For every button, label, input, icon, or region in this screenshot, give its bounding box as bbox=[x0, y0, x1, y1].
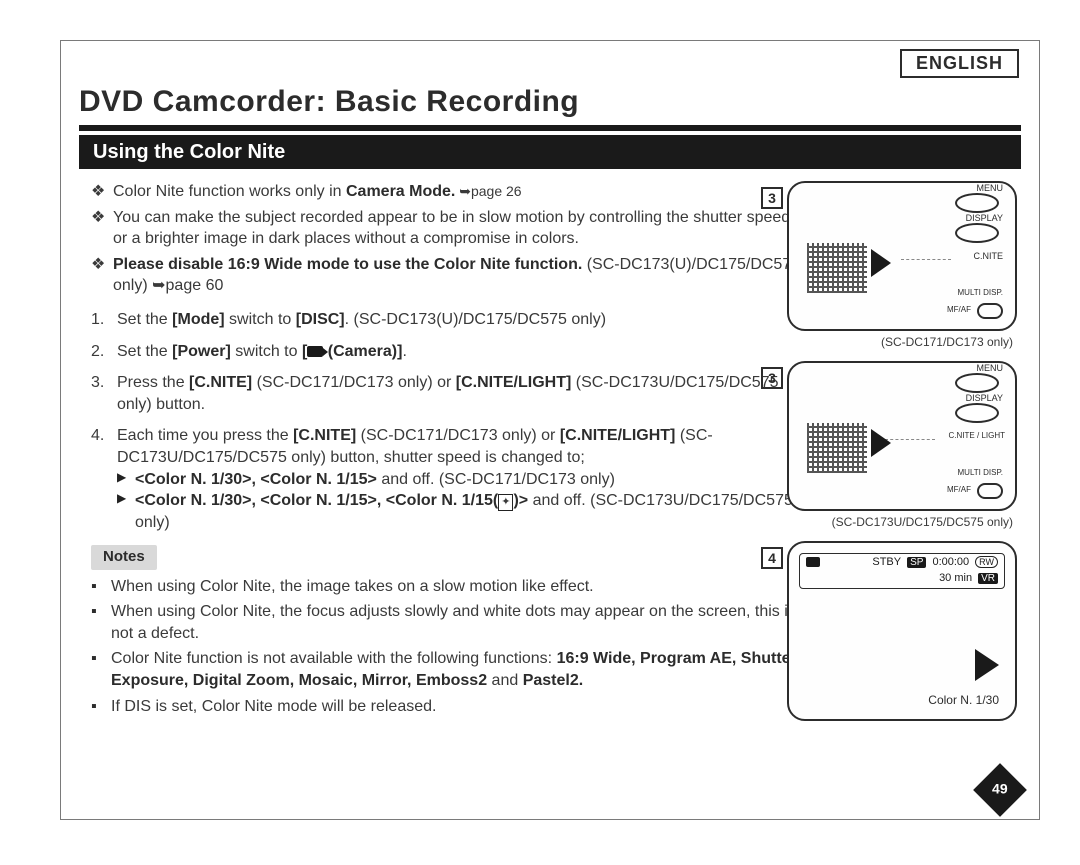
b: [C.NITE] bbox=[293, 427, 356, 444]
step: 1. Set the [Mode] switch to [DISC]. (SC-… bbox=[91, 309, 811, 331]
display-button bbox=[955, 223, 999, 243]
intro-list: Color Nite function works only in Camera… bbox=[91, 181, 811, 297]
t: Set the bbox=[117, 311, 172, 328]
t: . bbox=[402, 343, 406, 360]
battery-icon bbox=[806, 557, 820, 567]
label: MULTI DISP. bbox=[958, 288, 1004, 297]
section-heading: Using the Color Nite bbox=[79, 135, 1021, 169]
vr-badge: VR bbox=[978, 573, 998, 584]
b: [Power] bbox=[172, 343, 231, 360]
t: switch to bbox=[225, 311, 296, 328]
page-number-badge: 49 bbox=[973, 763, 1027, 817]
note-item: If DIS is set, Color Nite mode will be r… bbox=[91, 696, 811, 718]
camera-icon bbox=[307, 346, 323, 357]
display-button bbox=[955, 403, 999, 423]
screen-footer: Color N. 1/30 bbox=[928, 693, 999, 707]
content-column: Color Nite function works only in Camera… bbox=[91, 181, 811, 729]
step: 4. Each time you press the [C.NITE] (SC-… bbox=[91, 425, 811, 533]
language-box: ENGLISH bbox=[900, 49, 1019, 78]
figure-number: 3 bbox=[761, 187, 783, 209]
button-diagram-2: 3 MENU DISPLAY C.NITE / LIGHT MULTI DISP… bbox=[787, 361, 1017, 511]
label: MENU bbox=[977, 183, 1004, 193]
label: DISPLAY bbox=[966, 213, 1003, 223]
label: C.NITE / LIGHT bbox=[949, 431, 1005, 440]
t: Each time you press the bbox=[117, 427, 293, 444]
figure-caption: (SC-DC173U/DC175/DC575 only) bbox=[787, 515, 1017, 529]
intro-item: Color Nite function works only in Camera… bbox=[91, 181, 811, 203]
intro-item: You can make the subject recorded appear… bbox=[91, 207, 811, 250]
title-rule bbox=[79, 125, 1021, 131]
label: C.NITE bbox=[973, 251, 1003, 261]
figures-column: 3 MENU DISPLAY C.NITE MULTI DISP. MF/AF … bbox=[787, 181, 1017, 721]
light-icon: ✦ bbox=[498, 494, 513, 511]
step: 2. Set the [Power] switch to [ (Camera)]… bbox=[91, 341, 811, 363]
b: [Mode] bbox=[172, 311, 224, 328]
label: DISPLAY bbox=[966, 393, 1003, 403]
note-item: When using Color Nite, the image takes o… bbox=[91, 576, 811, 598]
t: . (SC-DC173(U)/DC175/DC575 only) bbox=[345, 311, 606, 328]
intro-item: Please disable 16:9 Wide mode to use the… bbox=[91, 254, 811, 297]
b: <Color N. 1/30>, <Color N. 1/15> bbox=[135, 471, 377, 488]
sub-bullet: <Color N. 1/30>, <Color N. 1/15>, <Color… bbox=[117, 490, 811, 533]
b: Pastel2. bbox=[523, 672, 583, 689]
b: <Color N. 1/30>, <Color N. 1/15>, <Color… bbox=[135, 492, 498, 509]
min-label: 30 min bbox=[939, 572, 972, 584]
t: (SC-DC171/DC173 only) or bbox=[356, 427, 560, 444]
lcd-screen-diagram: 4 STBY SP 0:00:00 RW 30 min VR Color N. … bbox=[787, 541, 1017, 721]
label: MF/AF bbox=[947, 485, 971, 494]
figure-number: 4 bbox=[761, 547, 783, 569]
notes-label: Notes bbox=[91, 545, 157, 569]
speaker-grille bbox=[807, 423, 867, 473]
page-title: DVD Camcorder: Basic Recording bbox=[79, 85, 579, 119]
label: MULTI DISP. bbox=[958, 468, 1004, 477]
note-item: Color Nite function is not available wit… bbox=[91, 648, 811, 691]
menu-button bbox=[955, 373, 999, 393]
steps-list: 1. Set the [Mode] switch to [DISC]. (SC-… bbox=[91, 309, 811, 533]
b: [DISC] bbox=[296, 311, 345, 328]
text: Color Nite function works only in bbox=[113, 183, 346, 200]
b: )> bbox=[513, 492, 528, 509]
b: [C.NITE/LIGHT] bbox=[560, 427, 676, 444]
speaker-grille bbox=[807, 243, 867, 293]
page-number: 49 bbox=[992, 780, 1008, 796]
arrow-icon bbox=[871, 249, 891, 277]
b: [C.NITE/LIGHT] bbox=[456, 374, 572, 391]
t: Color Nite function is not available wit… bbox=[111, 650, 557, 667]
b: [C.NITE] bbox=[189, 374, 252, 391]
mfaf-button bbox=[977, 303, 1003, 319]
sp-badge: SP bbox=[907, 557, 926, 568]
bold: Please disable 16:9 Wide mode to use the… bbox=[113, 256, 582, 273]
label: MENU bbox=[977, 363, 1004, 373]
time-label: 0:00:00 bbox=[932, 556, 969, 568]
notes-list: When using Color Nite, the image takes o… bbox=[91, 576, 811, 718]
t: switch to bbox=[231, 343, 302, 360]
manual-page: ENGLISH DVD Camcorder: Basic Recording U… bbox=[60, 40, 1040, 820]
sub-bullet: <Color N. 1/30>, <Color N. 1/15> and off… bbox=[117, 469, 811, 491]
arrow-icon bbox=[871, 429, 891, 457]
bold: Camera Mode. bbox=[346, 183, 455, 200]
t: (SC-DC171/DC173 only) or bbox=[252, 374, 456, 391]
menu-button bbox=[955, 193, 999, 213]
t: Press the bbox=[117, 374, 189, 391]
label: MF/AF bbox=[947, 305, 971, 314]
figure-number: 3 bbox=[761, 367, 783, 389]
rw-badge: RW bbox=[975, 556, 998, 568]
screen-status-bar: STBY SP 0:00:00 RW 30 min VR bbox=[799, 553, 1005, 589]
play-icon bbox=[975, 649, 999, 681]
step: 3. Press the [C.NITE] (SC-DC171/DC173 on… bbox=[91, 372, 811, 415]
note-item: When using Color Nite, the focus adjusts… bbox=[91, 601, 811, 644]
t: Set the bbox=[117, 343, 172, 360]
mfaf-button bbox=[977, 483, 1003, 499]
stby-label: STBY bbox=[872, 556, 901, 568]
button-diagram-1: 3 MENU DISPLAY C.NITE MULTI DISP. MF/AF bbox=[787, 181, 1017, 331]
t: and bbox=[487, 672, 523, 689]
b: (Camera)] bbox=[328, 343, 403, 360]
figure-caption: (SC-DC171/DC173 only) bbox=[787, 335, 1017, 349]
page-ref: ➥page 26 bbox=[455, 183, 521, 199]
t: and off. (SC-DC171/DC173 only) bbox=[377, 471, 615, 488]
